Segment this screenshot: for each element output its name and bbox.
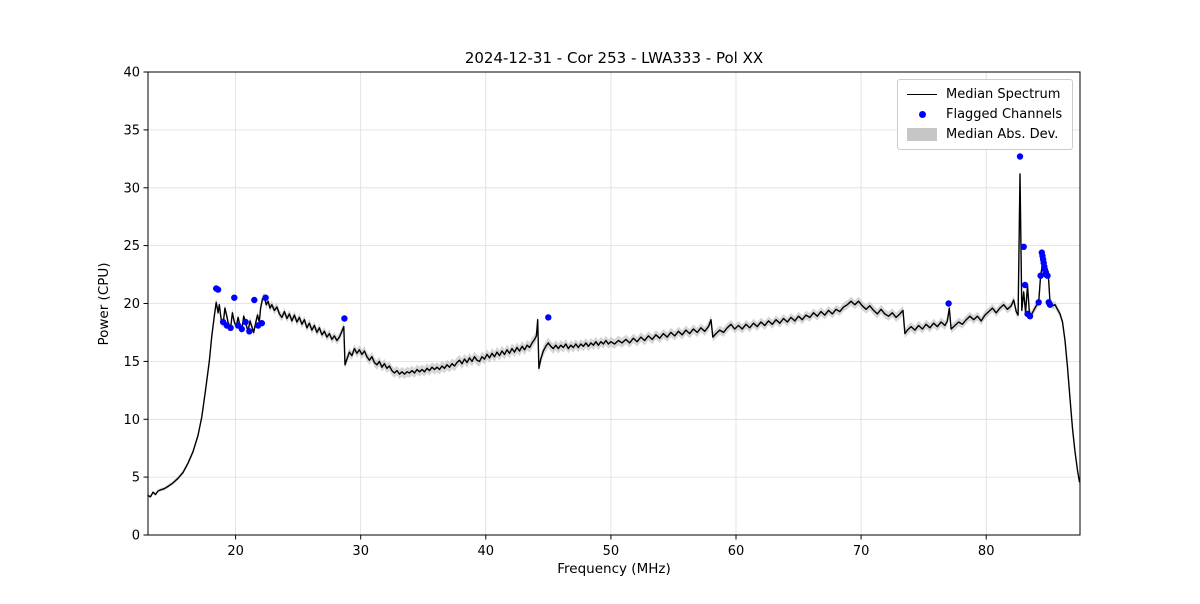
axes-box [147, 71, 1081, 536]
flagged-channel-dot [242, 318, 249, 326]
legend-label-flagged-channels: Flagged Channels [946, 107, 1063, 122]
legend-label-median-abs-dev: Median Abs. Dev. [946, 127, 1059, 142]
chart-title: 2024-12-31 - Cor 253 - LWA333 - Pol XX [465, 49, 763, 67]
x-tick-label: 70 [853, 544, 870, 559]
flagged-channel-dot [251, 296, 258, 304]
flagged-channel-dot [262, 294, 269, 301]
legend-item-median-spectrum: Median Spectrum [907, 87, 1062, 102]
x-axis-label: Frequency (MHz) [557, 561, 670, 577]
flagged-channel-dot [545, 314, 552, 321]
legend-label-median-spectrum: Median Spectrum [946, 87, 1061, 102]
median-spectrum-line [147, 173, 1081, 498]
flagged-channel-dot [227, 324, 234, 331]
x-tick-label: 40 [478, 544, 495, 559]
y-tick-label: 5 [132, 471, 140, 486]
mad-band [148, 169, 1080, 499]
legend-item-median-abs-dev: Median Abs. Dev. [907, 127, 1062, 142]
y-tick-label: 0 [132, 529, 140, 544]
flagged-channel-dot [231, 294, 238, 301]
flagged-channel-dot [1026, 313, 1034, 320]
flagged-channel-dot [1044, 272, 1051, 279]
x-tick-label: 20 [227, 544, 244, 559]
y-tick-label: 10 [123, 413, 140, 428]
flagged-channel-dot [246, 328, 253, 335]
x-tick-label: 80 [978, 544, 995, 559]
flagged-channels-layer [213, 153, 1054, 335]
flagged-channel-dot [258, 320, 265, 327]
legend-item-flagged-channels: Flagged Channels [907, 107, 1062, 122]
axis-layer: 20 30 40 50 60 70 80 0 5 10 15 20 25 30 35 40 [123, 66, 994, 560]
flagged-channel-dot [1046, 301, 1054, 308]
y-axis-label: Power (CPU) [96, 262, 112, 345]
mad-band-swatch [907, 128, 937, 141]
flagged-channel-dot [1035, 299, 1042, 306]
flagged-channel-dot [1020, 243, 1027, 250]
y-tick-label: 30 [123, 181, 140, 196]
flagged-channel-dot [1037, 272, 1044, 279]
median-spectrum-line-swatch [907, 94, 937, 95]
x-tick-label: 60 [728, 544, 745, 559]
flagged-channel-dot [945, 300, 952, 307]
legend: Median Spectrum Flagged Channels Median … [897, 79, 1074, 150]
y-tick-label: 40 [123, 66, 140, 81]
flagged-channels-dot-swatch [907, 111, 937, 118]
x-tick-label: 30 [352, 544, 369, 559]
flagged-channel-dot [1021, 281, 1029, 289]
flagged-channel-dot [1016, 153, 1024, 160]
y-tick-label: 35 [123, 123, 140, 138]
y-tick-label: 20 [123, 297, 140, 312]
y-tick-label: 25 [123, 239, 140, 254]
mad-band-layer [148, 169, 1080, 499]
flagged-channel-dot [214, 286, 222, 293]
x-tick-label: 50 [603, 544, 620, 559]
median-spectrum-layer [147, 173, 1081, 498]
y-tick-label: 15 [123, 355, 140, 370]
flagged-channel-dot [238, 325, 245, 333]
flagged-channel-dot [341, 315, 348, 322]
